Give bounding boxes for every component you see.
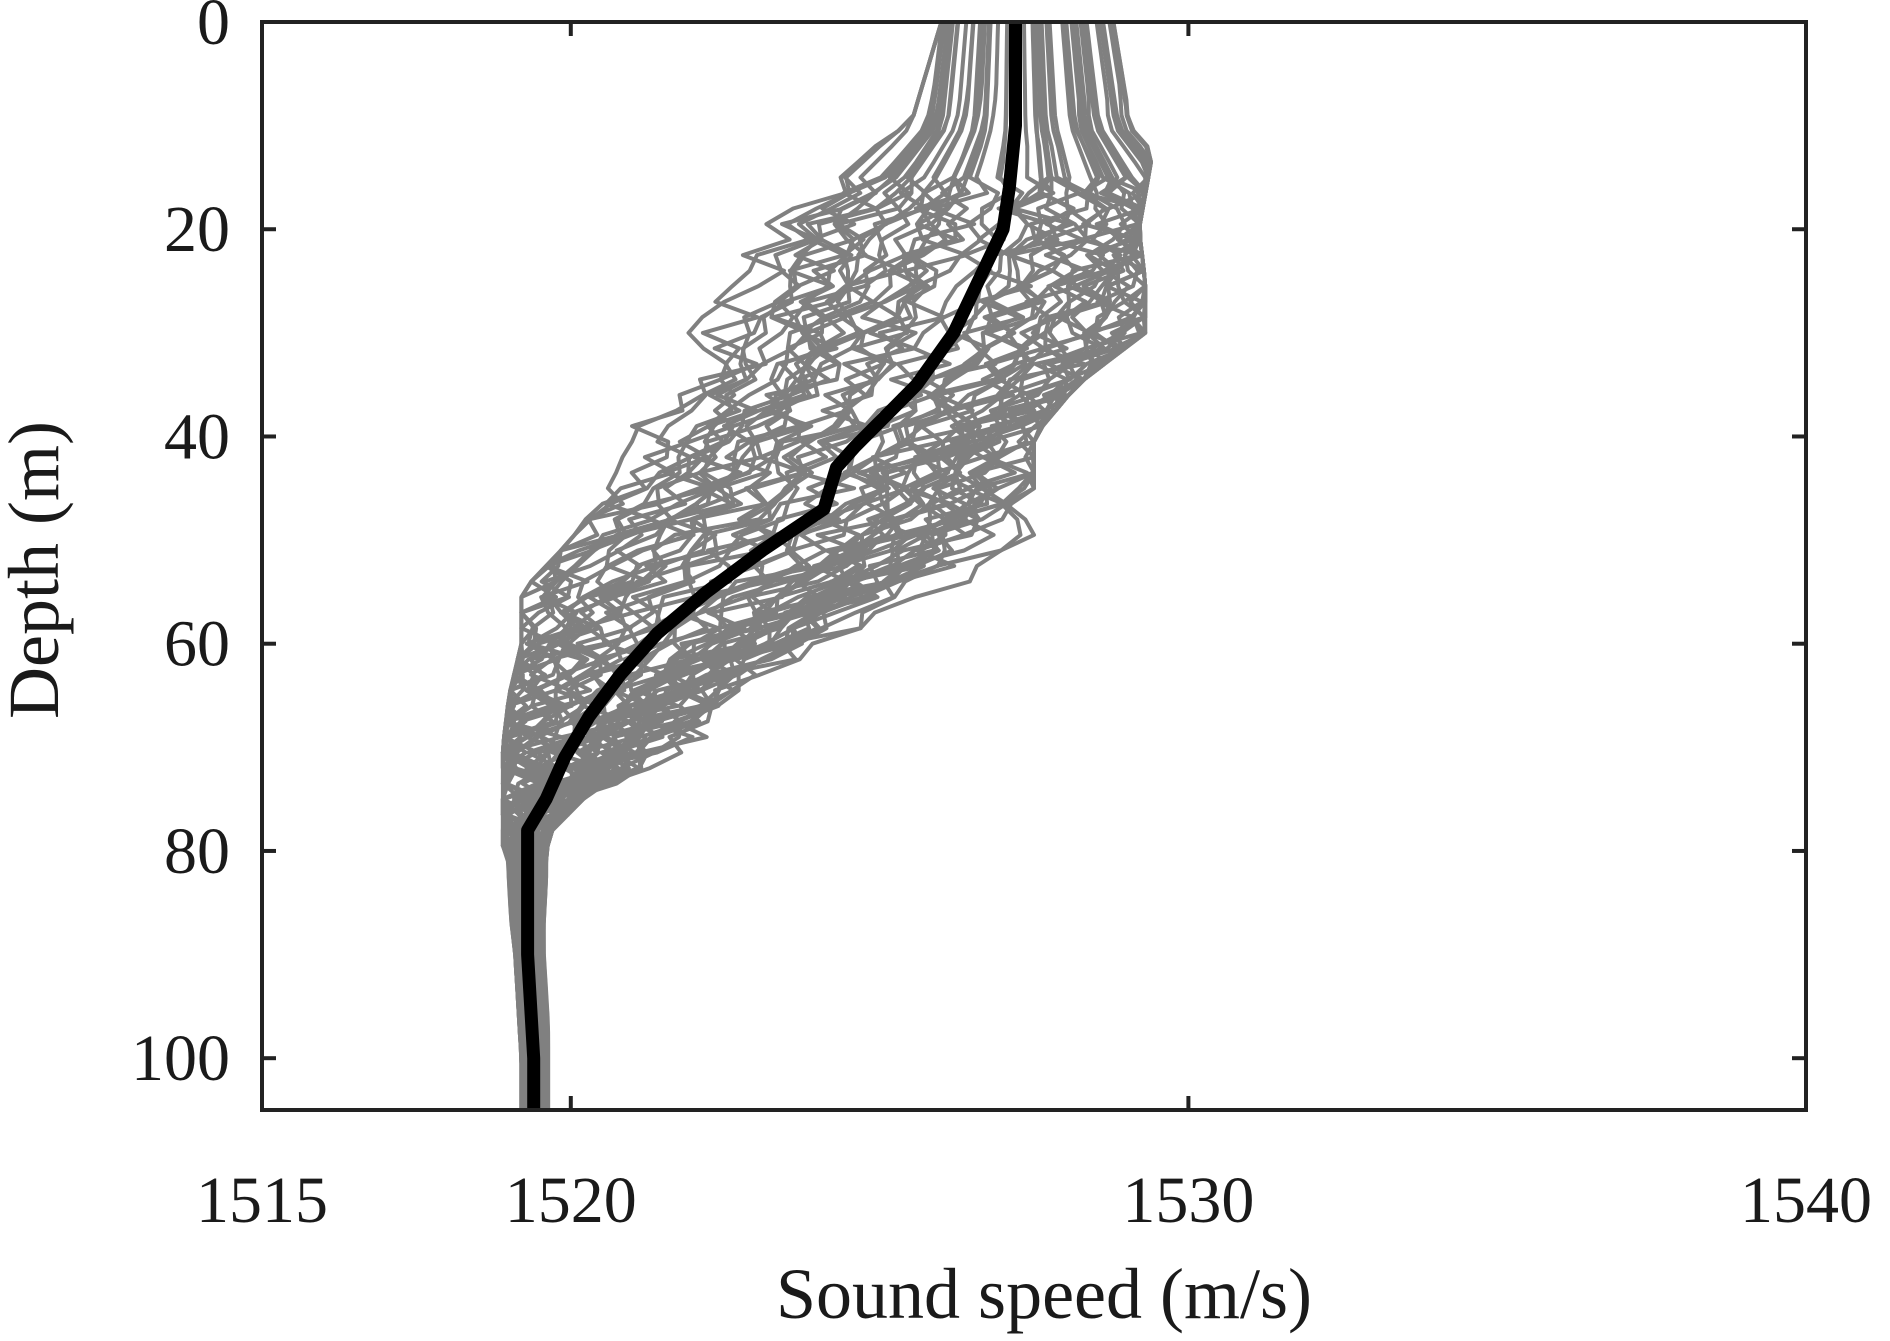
ensemble-profiles xyxy=(500,22,1153,1110)
mean-profile xyxy=(521,22,1022,1110)
y-tick-label: 40 xyxy=(164,400,230,473)
axis-tick-labels: 1515 1520 1530 1540 0 20 40 60 80 100 xyxy=(131,0,1872,1237)
ensemble-profile-line xyxy=(535,22,1148,1110)
x-axis-title: Sound speed (m/s) xyxy=(776,1254,1312,1334)
y-tick-label: 100 xyxy=(131,1022,230,1095)
y-axis-title: Depth (m) xyxy=(0,421,74,719)
y-tick-label: 0 xyxy=(197,0,230,59)
axes-frame xyxy=(260,20,1808,1112)
ensemble-profile-line xyxy=(500,22,945,1110)
plot-axes xyxy=(260,20,1808,1112)
axis-ticks xyxy=(260,20,1808,1110)
x-tick-label: 1515 xyxy=(196,1164,328,1237)
x-tick-label: 1520 xyxy=(505,1164,637,1237)
ensemble-profile-line xyxy=(500,22,950,1110)
y-tick-label: 60 xyxy=(164,608,230,681)
ensemble-profile-line xyxy=(500,22,944,1110)
x-tick-label: 1540 xyxy=(1740,1164,1872,1237)
x-tick-label: 1530 xyxy=(1122,1164,1254,1237)
y-tick-label: 20 xyxy=(164,193,230,266)
y-tick-label: 80 xyxy=(164,815,230,888)
mean-profile-line xyxy=(521,22,1022,1110)
ensemble-profile-line xyxy=(513,22,1142,1110)
